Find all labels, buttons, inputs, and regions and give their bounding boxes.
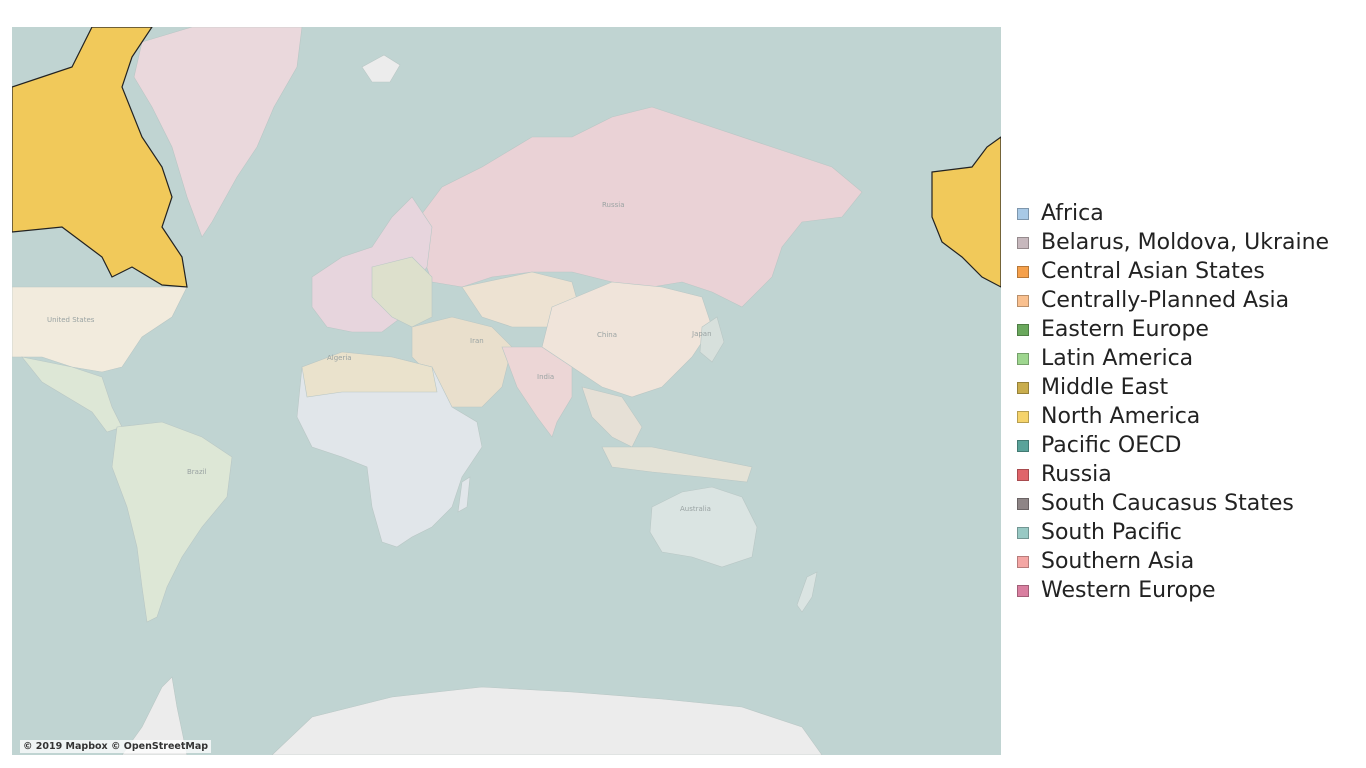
land-antarctica[interactable] (271, 686, 823, 755)
land-indonesia[interactable] (601, 446, 753, 483)
legend-item-centrally-planned-asia[interactable]: Centrally-Planned Asia (1017, 286, 1357, 315)
legend-swatch (1017, 236, 1029, 249)
land-new-zealand[interactable] (796, 571, 818, 613)
legend-swatch (1017, 294, 1029, 307)
country-label-australia: Australia (680, 505, 711, 513)
legend-label: Western Europe (1041, 578, 1216, 603)
land-central-america[interactable] (21, 356, 123, 433)
legend-label: Southern Asia (1041, 549, 1195, 574)
country-label-algeria: Algeria (327, 354, 352, 362)
legend-label: Africa (1041, 201, 1104, 226)
country-label-china: China (597, 331, 617, 339)
land-greenland[interactable] (133, 27, 303, 238)
legend-item-belarus-moldova-ukraine[interactable]: Belarus, Moldova, Ukraine (1017, 228, 1357, 257)
land-south-america[interactable] (111, 421, 233, 623)
legend-item-eastern-europe[interactable]: Eastern Europe (1017, 315, 1357, 344)
legend-label: South Caucasus States (1041, 491, 1294, 516)
legend-swatch (1017, 410, 1029, 423)
legend-label: Centrally-Planned Asia (1041, 288, 1290, 313)
legend-label: North America (1041, 404, 1201, 429)
legend-item-central-asian-states[interactable]: Central Asian States (1017, 257, 1357, 286)
legend-item-middle-east[interactable]: Middle East (1017, 373, 1357, 402)
land-alaska[interactable] (931, 136, 1001, 288)
country-label-united-states: United States (47, 316, 95, 324)
legend-swatch (1017, 584, 1029, 597)
land-antarctic-peninsula[interactable] (121, 676, 188, 755)
legend-swatch (1017, 265, 1029, 278)
legend-item-africa[interactable]: Africa (1017, 199, 1357, 228)
land-north-africa[interactable] (301, 351, 438, 398)
legend-item-north-america[interactable]: North America (1017, 402, 1357, 431)
legend-swatch (1017, 207, 1029, 220)
land-svalbard[interactable] (361, 54, 401, 83)
land-united-states[interactable] (12, 286, 188, 373)
legend-label: Pacific OECD (1041, 433, 1182, 458)
land-canada[interactable] (12, 27, 188, 288)
country-label-brazil: Brazil (187, 468, 207, 476)
country-label-india: India (537, 373, 554, 381)
legend-label: Latin America (1041, 346, 1194, 371)
legend-item-southern-asia[interactable]: Southern Asia (1017, 547, 1357, 576)
legend-label: Central Asian States (1041, 259, 1265, 284)
land-southern-asia[interactable] (501, 346, 573, 438)
legend-label: Eastern Europe (1041, 317, 1209, 342)
legend-swatch (1017, 497, 1029, 510)
legend-item-western-europe[interactable]: Western Europe (1017, 576, 1357, 605)
legend-item-russia[interactable]: Russia (1017, 460, 1357, 489)
map-canvas[interactable]: Russia China United States Brazil Austra… (12, 27, 1001, 755)
land-australia[interactable] (649, 486, 758, 568)
legend-swatch (1017, 352, 1029, 365)
color-legend: Africa Belarus, Moldova, Ukraine Central… (1017, 199, 1357, 605)
legend-item-south-pacific[interactable]: South Pacific (1017, 518, 1357, 547)
legend-swatch (1017, 323, 1029, 336)
legend-item-pacific-oecd[interactable]: Pacific OECD (1017, 431, 1357, 460)
legend-item-latin-america[interactable]: Latin America (1017, 344, 1357, 373)
land-russia[interactable] (411, 106, 863, 308)
legend-label: Belarus, Moldova, Ukraine (1041, 230, 1330, 255)
country-label-iran: Iran (470, 337, 484, 345)
land-japan[interactable] (699, 316, 725, 363)
legend-label: Russia (1041, 462, 1112, 487)
country-label-japan: Japan (691, 330, 712, 338)
legend-label: South Pacific (1041, 520, 1182, 545)
legend-swatch (1017, 555, 1029, 568)
land-madagascar[interactable] (457, 476, 471, 513)
legend-item-south-caucasus-states[interactable]: South Caucasus States (1017, 489, 1357, 518)
legend-swatch (1017, 468, 1029, 481)
map-attribution[interactable]: © 2019 Mapbox © OpenStreetMap (20, 740, 212, 753)
legend-label: Middle East (1041, 375, 1169, 400)
world-map[interactable]: Russia China United States Brazil Austra… (12, 27, 1001, 755)
legend-swatch (1017, 439, 1029, 452)
country-label-russia: Russia (602, 201, 625, 209)
legend-swatch (1017, 526, 1029, 539)
legend-swatch (1017, 381, 1029, 394)
land-eastern-europe[interactable] (371, 256, 433, 328)
